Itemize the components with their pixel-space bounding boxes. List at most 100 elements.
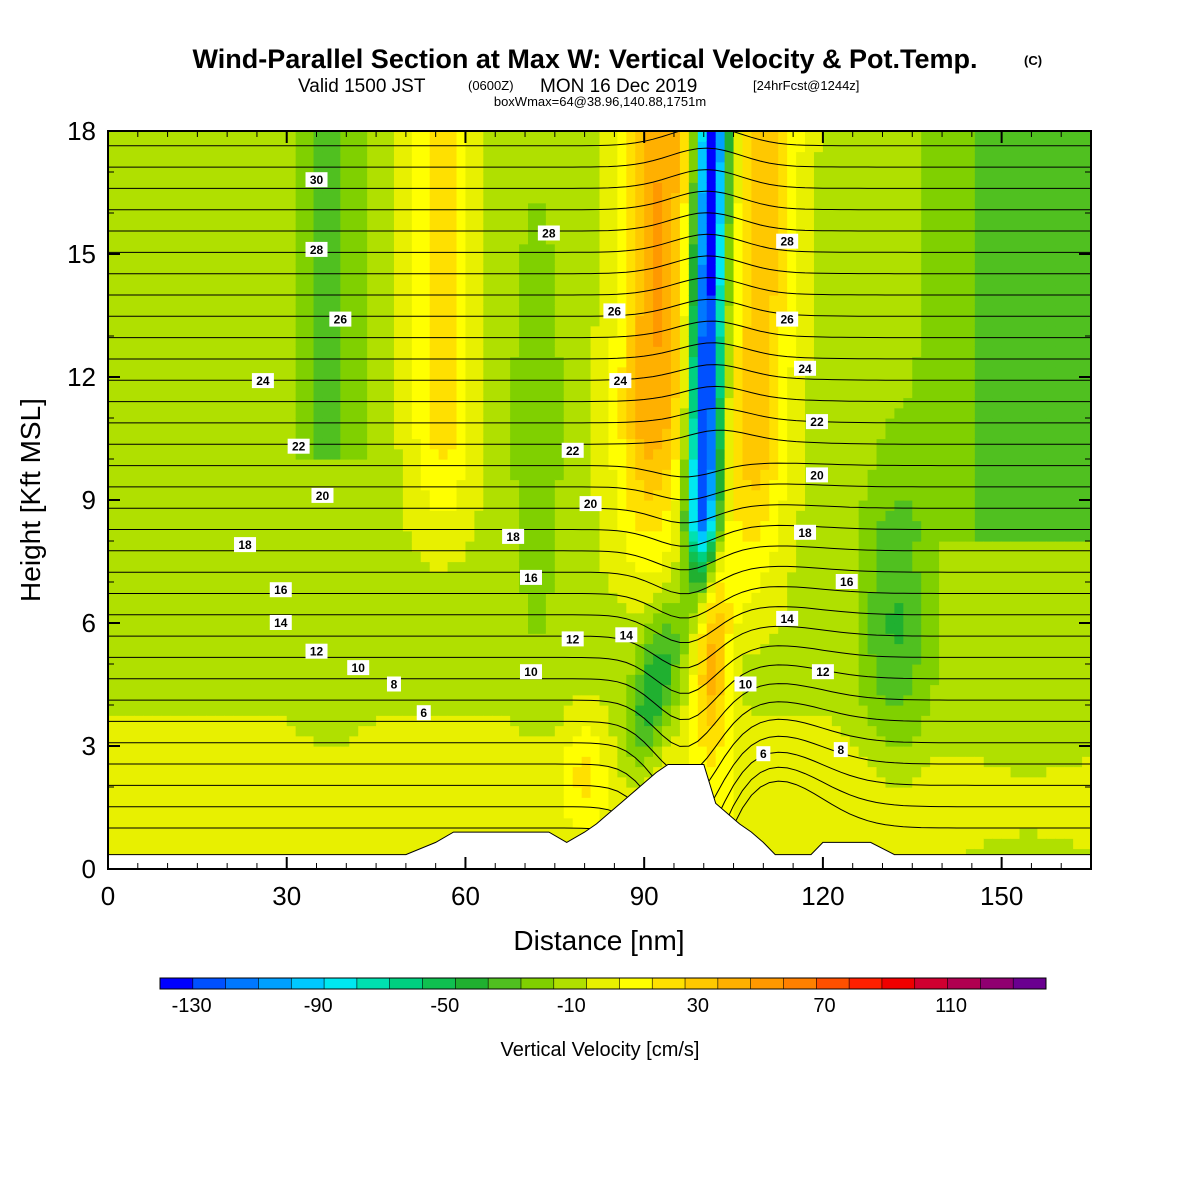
velocity-cell: [420, 274, 431, 286]
velocity-cell: [545, 551, 556, 563]
velocity-cell: [536, 336, 547, 347]
velocity-cell: [108, 807, 118, 819]
velocity-cell: [528, 582, 538, 593]
velocity-cell: [161, 838, 172, 850]
velocity-cell: [626, 664, 636, 675]
velocity-cell: [501, 182, 511, 194]
velocity-cell: [438, 315, 449, 327]
velocity-cell: [447, 530, 458, 542]
velocity-cell: [456, 366, 467, 378]
velocity-cell: [662, 746, 672, 757]
velocity-cell: [233, 131, 243, 142]
velocity-cell: [662, 295, 672, 306]
velocity-cell: [519, 223, 529, 235]
velocity-cell: [411, 715, 422, 727]
velocity-cell: [286, 715, 297, 727]
velocity-cell: [259, 715, 270, 727]
velocity-cell: [528, 151, 538, 163]
velocity-cell: [233, 489, 243, 501]
velocity-cell: [161, 653, 172, 665]
velocity-cell: [465, 653, 475, 665]
velocity-cell: [393, 766, 404, 778]
velocity-cell: [277, 346, 288, 358]
velocity-cell: [670, 582, 681, 593]
velocity-cell: [206, 776, 216, 788]
velocity-cell: [617, 151, 627, 163]
velocity-cell: [536, 356, 547, 368]
velocity-cell: [143, 407, 154, 419]
velocity-cell: [519, 131, 529, 142]
velocity-cell: [286, 817, 297, 829]
velocity-cell: [447, 725, 458, 737]
velocity-cell: [456, 561, 467, 573]
velocity-cell: [554, 141, 565, 153]
velocity-cell: [134, 336, 145, 347]
velocity-cell: [376, 243, 386, 255]
velocity-cell: [563, 346, 574, 358]
velocity-cell: [358, 377, 368, 388]
velocity-cell: [188, 284, 198, 296]
velocity-cell: [545, 336, 556, 347]
velocity-cell: [590, 612, 601, 624]
velocity-cell: [635, 448, 645, 460]
velocity-cell: [224, 623, 234, 634]
velocity-cell: [545, 530, 556, 542]
velocity-cell: [679, 725, 690, 737]
velocity-cell: [483, 356, 493, 368]
velocity-cell: [519, 776, 529, 788]
velocity-cell: [179, 571, 190, 583]
velocity-cell: [188, 653, 198, 665]
velocity-cell: [644, 479, 654, 491]
velocity-cell: [224, 131, 234, 142]
velocity-cell: [233, 848, 243, 860]
velocity-cell: [635, 254, 645, 265]
velocity-cell: [644, 182, 654, 194]
velocity-cell: [143, 541, 154, 552]
velocity-cell: [697, 633, 708, 645]
velocity-cell: [706, 305, 717, 317]
velocity-cell: [215, 459, 225, 470]
velocity-cell: [420, 838, 431, 850]
velocity-cell: [116, 377, 127, 388]
velocity-cell: [313, 776, 324, 788]
velocity-cell: [376, 623, 386, 634]
velocity-cell: [635, 633, 645, 645]
velocity-cell: [438, 346, 449, 358]
velocity-cell: [224, 582, 234, 593]
velocity-cell: [590, 479, 601, 491]
velocity-cell: [322, 828, 333, 839]
velocity-cell: [188, 541, 198, 552]
velocity-cell: [679, 161, 690, 173]
velocity-cell: [197, 295, 207, 306]
velocity-cell: [519, 797, 529, 809]
velocity-cell: [349, 459, 359, 470]
velocity-cell: [161, 336, 172, 347]
velocity-cell: [519, 520, 529, 532]
velocity-cell: [715, 377, 726, 388]
velocity-cell: [545, 705, 556, 716]
velocity-cell: [152, 489, 163, 501]
velocity-cell: [554, 756, 565, 768]
velocity-cell: [519, 705, 529, 716]
velocity-cell: [313, 459, 324, 470]
velocity-cell: [367, 141, 377, 153]
velocity-cell: [349, 325, 359, 337]
velocity-cell: [233, 684, 243, 696]
velocity-cell: [304, 520, 315, 532]
velocity-cell: [161, 377, 172, 388]
velocity-cell: [304, 254, 315, 265]
velocity-cell: [134, 500, 145, 511]
velocity-cell: [644, 295, 654, 306]
velocity-cell: [322, 356, 333, 368]
velocity-cell: [474, 817, 484, 829]
velocity-cell: [420, 459, 431, 470]
velocity-cell: [617, 787, 627, 798]
velocity-cell: [143, 243, 154, 255]
velocity-cell: [572, 407, 583, 419]
velocity-cell: [608, 530, 618, 542]
velocity-cell: [349, 479, 359, 491]
velocity-cell: [277, 295, 288, 306]
velocity-cell: [590, 653, 601, 665]
velocity-cell: [259, 243, 270, 255]
velocity-cell: [393, 817, 404, 829]
